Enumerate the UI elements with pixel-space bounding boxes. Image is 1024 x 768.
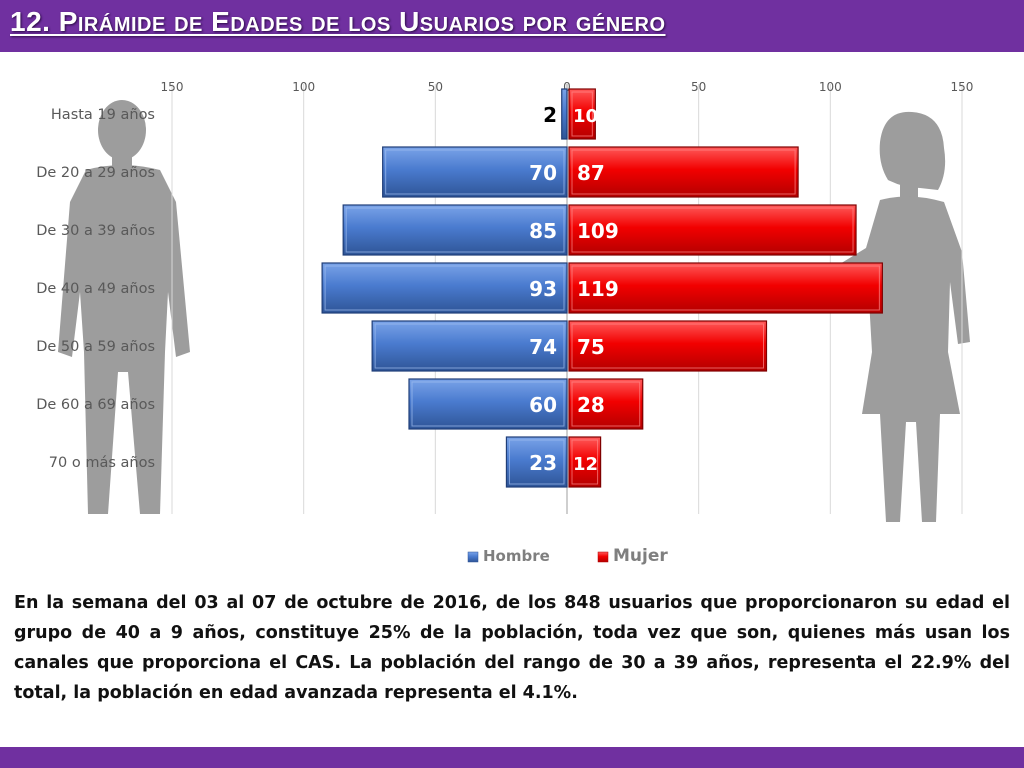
legend-swatch-mujer <box>597 551 609 563</box>
bar-hombre-bevel <box>508 439 565 485</box>
data-label-hombre: 74 <box>529 335 557 359</box>
category-label: De 60 a 69 años <box>36 397 155 413</box>
x-tick-label: 100 <box>819 80 842 94</box>
data-label-hombre: 60 <box>529 393 557 417</box>
category-labels: Hasta 19 años De 20 a 29 años De 30 a 39 a… <box>36 107 155 471</box>
bar-hombre <box>408 378 568 430</box>
page-title: 12. Pirámide de Edades de los Usuarios p… <box>10 6 666 37</box>
x-tick-label: 50 <box>691 80 706 94</box>
legend-swatch-hombre <box>467 551 479 563</box>
bar-hombre <box>321 262 568 314</box>
category-label: De 50 a 59 años <box>36 339 155 355</box>
legend: Hombre Mujer <box>467 546 668 566</box>
bar-mujer <box>568 436 602 488</box>
x-tick-label: 150 <box>161 80 184 94</box>
data-labels: 2 10 70 87 85 109 93 119 74 75 60 28 23 12 <box>529 103 619 475</box>
bar-mujer-bevel <box>571 149 796 195</box>
data-label-hombre: 2 <box>543 103 557 127</box>
x-tick-label: 150 <box>951 80 974 94</box>
data-label-mujer: 109 <box>577 219 619 243</box>
data-label-mujer: 28 <box>577 393 605 417</box>
category-label: 70 o más años <box>49 455 155 471</box>
bar-hombre-bevel <box>385 149 565 195</box>
data-label-hombre: 23 <box>529 451 557 475</box>
bar-mujer <box>568 146 799 198</box>
data-label-hombre: 93 <box>529 277 557 301</box>
population-pyramid-chart: 150 100 50 0 50 100 150 Hasta 19 años De 20 a 2… <box>36 80 974 566</box>
bar-hombre-bevel <box>324 265 565 311</box>
man-silhouette-icon <box>58 100 190 514</box>
data-label-mujer: 12 <box>573 454 598 475</box>
x-tick-label: 100 <box>292 80 315 94</box>
bar-mujer-bevel <box>571 91 593 137</box>
bar-mujer-bevel <box>571 265 880 311</box>
data-label-mujer: 75 <box>577 335 605 359</box>
bar-mujer-bevel <box>571 381 641 427</box>
bar-hombre <box>505 436 568 488</box>
bar-mujer-bevel <box>571 439 599 485</box>
category-label: De 20 a 29 años <box>36 165 155 181</box>
x-tick-label: 50 <box>428 80 443 94</box>
bar-mujer-bevel <box>571 207 854 253</box>
category-label: De 30 a 39 años <box>36 223 155 239</box>
x-axis-ticks: 150 100 50 0 50 100 150 <box>161 80 974 94</box>
bars <box>321 88 883 488</box>
data-label-mujer: 87 <box>577 161 605 185</box>
data-label-mujer: 10 <box>573 106 598 127</box>
category-label: Hasta 19 años <box>51 107 155 123</box>
bar-hombre <box>342 204 568 256</box>
bar-mujer <box>568 88 596 140</box>
bar-hombre <box>561 88 568 140</box>
bar-mujer <box>568 320 768 372</box>
bar-hombre <box>371 320 568 372</box>
category-label: De 40 a 49 años <box>36 281 155 297</box>
bar-mujer <box>568 204 857 256</box>
data-label-hombre: 70 <box>529 161 557 185</box>
woman-silhouette-icon <box>788 111 970 522</box>
legend-label-hombre: Hombre <box>483 547 550 565</box>
bar-hombre-bevel <box>411 381 565 427</box>
title-bar: 12. Pirámide de Edades de los Usuarios p… <box>0 0 1024 52</box>
bar-mujer <box>568 262 883 314</box>
bar-hombre-bevel <box>374 323 565 369</box>
bottom-bar <box>0 747 1024 768</box>
data-label-hombre: 85 <box>529 219 557 243</box>
bar-mujer-bevel <box>571 323 764 369</box>
bar-mujer <box>568 378 644 430</box>
data-label-mujer: 119 <box>577 277 619 301</box>
x-tick-label: 0 <box>563 80 571 94</box>
bar-hombre-bevel <box>345 207 565 253</box>
summary-paragraph: En la semana del 03 al 07 de octubre de … <box>14 593 1010 703</box>
legend-label-mujer: Mujer <box>613 546 668 566</box>
bar-hombre <box>382 146 568 198</box>
